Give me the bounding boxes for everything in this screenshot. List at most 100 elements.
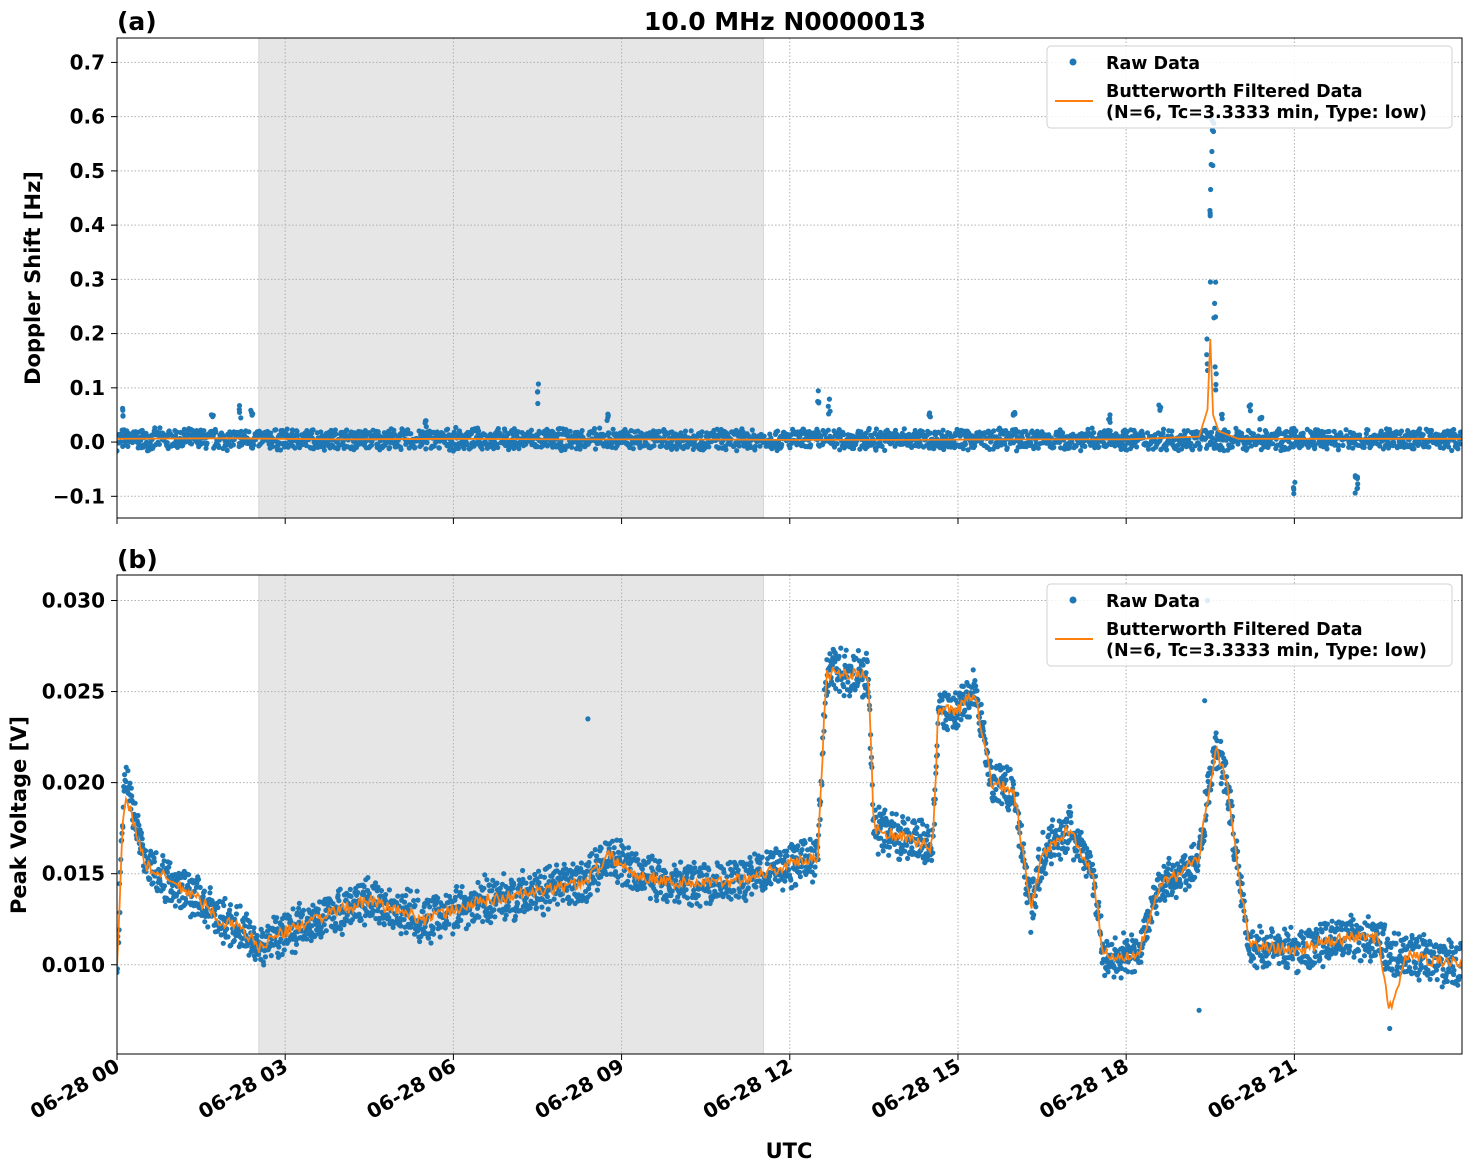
raw-point xyxy=(724,874,730,880)
raw-point xyxy=(699,429,705,435)
raw-point xyxy=(1326,428,1332,435)
raw-point xyxy=(224,447,230,453)
raw-point xyxy=(201,428,207,434)
raw-point xyxy=(1160,430,1166,436)
raw-point xyxy=(668,892,674,899)
raw-point xyxy=(259,439,265,445)
raw-point xyxy=(476,914,482,920)
raw-point xyxy=(1179,446,1185,452)
raw-point xyxy=(777,852,783,858)
raw-point xyxy=(788,877,794,883)
raw-point xyxy=(841,684,847,690)
raw-point xyxy=(469,912,475,918)
raw-point xyxy=(366,430,372,436)
raw-point xyxy=(127,780,133,786)
raw-point xyxy=(1292,479,1298,485)
raw-point xyxy=(308,937,314,944)
raw-point xyxy=(1164,447,1170,453)
raw-point xyxy=(736,894,742,900)
raw-point xyxy=(520,876,526,882)
raw-point xyxy=(387,445,393,451)
raw-point xyxy=(490,877,496,883)
raw-point xyxy=(465,922,471,928)
raw-point xyxy=(990,791,997,797)
raw-point xyxy=(193,884,199,891)
raw-point xyxy=(422,420,428,426)
raw-point xyxy=(176,870,182,877)
raw-point xyxy=(1300,430,1306,436)
raw-point xyxy=(1336,442,1342,449)
raw-point xyxy=(428,940,434,946)
raw-point xyxy=(333,431,339,437)
raw-point xyxy=(966,705,972,711)
raw-point xyxy=(1378,428,1384,434)
raw-point xyxy=(481,885,487,891)
raw-point xyxy=(252,956,258,963)
raw-point xyxy=(176,898,182,904)
raw-point xyxy=(1010,781,1017,787)
raw-point xyxy=(339,931,345,938)
raw-point xyxy=(1219,416,1225,422)
raw-point xyxy=(723,447,729,453)
raw-point xyxy=(592,847,598,853)
raw-point xyxy=(533,900,539,906)
raw-point xyxy=(966,430,972,436)
raw-point xyxy=(981,719,987,726)
raw-point xyxy=(1335,447,1341,453)
raw-point xyxy=(858,429,864,435)
raw-point xyxy=(1229,444,1235,450)
raw-point xyxy=(488,920,494,926)
raw-point xyxy=(436,445,442,451)
raw-point xyxy=(748,859,754,865)
raw-point xyxy=(664,898,670,905)
raw-point xyxy=(673,867,679,873)
figure-title: 10.0 MHz N0000013 xyxy=(644,7,926,36)
raw-point xyxy=(152,425,158,431)
raw-point xyxy=(747,854,753,861)
raw-point xyxy=(139,427,145,434)
raw-point xyxy=(598,845,604,851)
raw-point xyxy=(442,925,448,931)
raw-point xyxy=(397,919,403,925)
raw-point xyxy=(547,898,553,905)
raw-point xyxy=(721,869,727,876)
shaded-interval xyxy=(258,574,764,1055)
raw-point xyxy=(904,842,910,848)
raw-point xyxy=(438,924,444,930)
y-tick-label: 0.0 xyxy=(70,430,105,454)
raw-point xyxy=(430,924,436,930)
raw-point xyxy=(182,874,188,881)
raw-point xyxy=(864,659,870,665)
raw-point xyxy=(966,714,973,720)
raw-point xyxy=(740,882,746,888)
raw-point xyxy=(1042,871,1049,877)
raw-point xyxy=(147,876,153,882)
raw-point xyxy=(1096,444,1102,450)
raw-point xyxy=(647,895,654,902)
raw-point xyxy=(734,448,740,454)
raw-point xyxy=(589,851,595,857)
raw-point xyxy=(201,888,207,894)
raw-point xyxy=(909,845,915,851)
raw-point xyxy=(794,847,800,853)
raw-point xyxy=(536,880,542,886)
raw-point xyxy=(861,692,867,698)
raw-point xyxy=(528,427,535,433)
raw-point xyxy=(591,426,598,432)
raw-point xyxy=(1250,431,1257,437)
raw-point xyxy=(408,924,414,930)
raw-point xyxy=(1299,443,1305,449)
raw-point xyxy=(698,433,704,439)
raw-point xyxy=(1365,427,1371,433)
raw-point xyxy=(649,853,655,859)
raw-point xyxy=(1331,428,1337,434)
raw-point xyxy=(160,853,166,859)
raw-point xyxy=(962,707,968,713)
raw-point xyxy=(125,768,131,774)
raw-point xyxy=(827,408,833,414)
raw-point xyxy=(991,428,997,434)
x-axis-title: UTC xyxy=(766,1139,813,1163)
raw-point xyxy=(799,864,805,870)
raw-point xyxy=(1207,207,1213,214)
raw-point xyxy=(808,442,814,448)
